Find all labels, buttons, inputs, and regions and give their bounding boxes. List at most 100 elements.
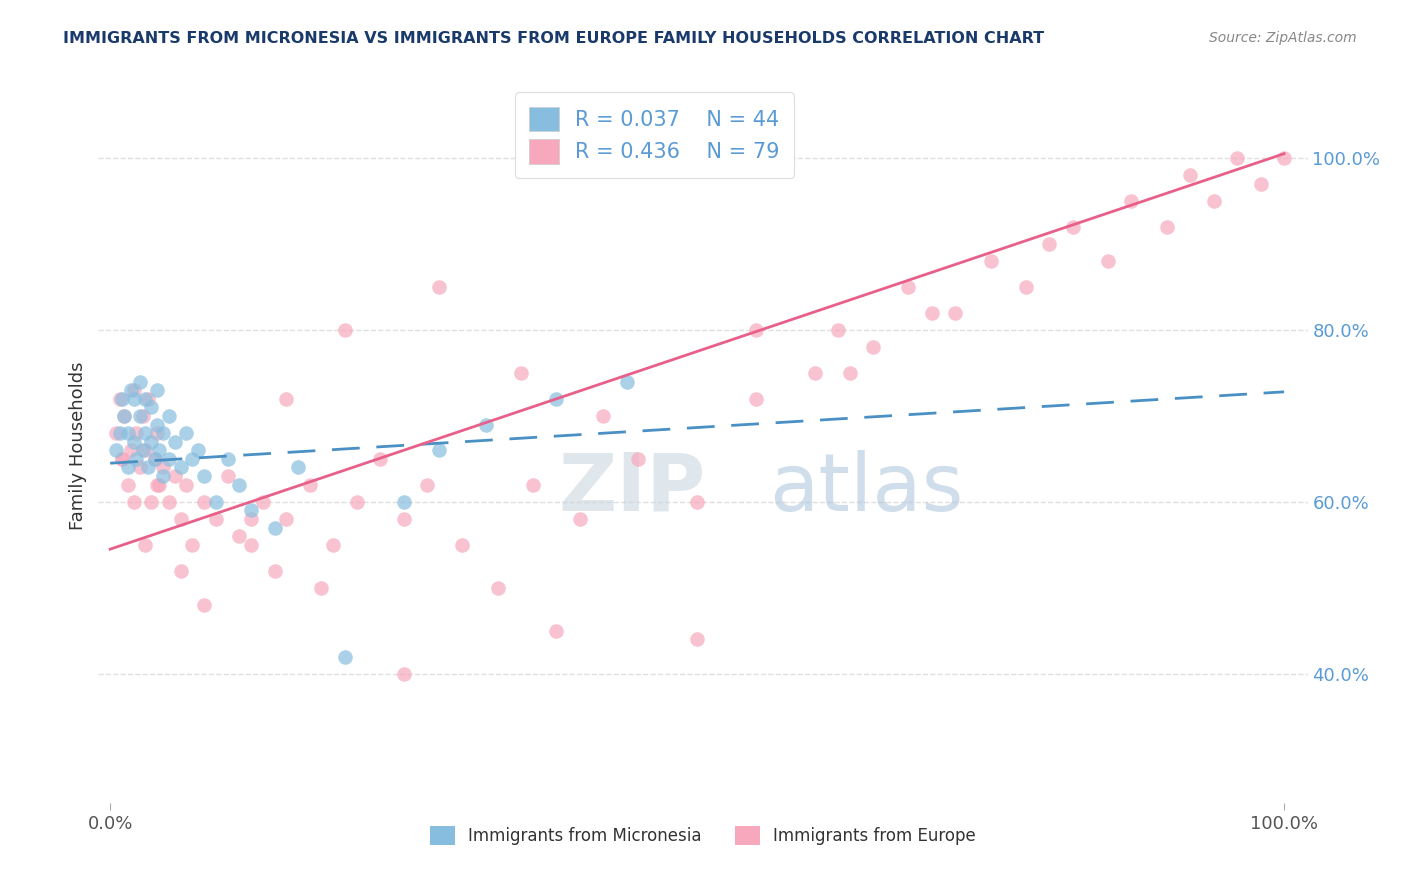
Point: [392, 495, 415, 509]
Legend: Immigrants from Micronesia, Immigrants from Europe: Immigrants from Micronesia, Immigrants f…: [416, 813, 990, 859]
Point: [169, 460, 191, 475]
Point: [1180, 168, 1202, 182]
Point: [546, 392, 568, 406]
Point: [169, 564, 191, 578]
Point: [146, 426, 169, 441]
Point: [128, 409, 150, 423]
Point: [522, 477, 544, 491]
Point: [392, 512, 415, 526]
Point: [311, 581, 333, 595]
Point: [108, 392, 131, 406]
Point: [146, 417, 169, 432]
Point: [120, 383, 142, 397]
Point: [176, 477, 198, 491]
Point: [105, 443, 128, 458]
Point: [141, 434, 163, 449]
Point: [1202, 194, 1225, 208]
Point: [392, 666, 415, 681]
Point: [276, 392, 298, 406]
Point: [263, 521, 285, 535]
Point: [136, 460, 159, 475]
Point: [125, 451, 148, 466]
Point: [686, 495, 709, 509]
Point: [111, 451, 134, 466]
Point: [148, 477, 170, 491]
Point: [111, 392, 134, 406]
Point: [143, 451, 166, 466]
Point: [1250, 177, 1272, 191]
Point: [862, 340, 884, 354]
Point: [1226, 151, 1249, 165]
Point: [592, 409, 614, 423]
Point: [298, 477, 321, 491]
Point: [152, 426, 174, 441]
Point: [546, 624, 568, 638]
Point: [108, 426, 131, 441]
Point: [176, 426, 198, 441]
Point: [122, 495, 145, 509]
Point: [193, 469, 215, 483]
Point: [141, 401, 163, 415]
Point: [333, 323, 356, 337]
Point: [228, 477, 250, 491]
Point: [134, 538, 156, 552]
Point: [486, 581, 509, 595]
Point: [1156, 219, 1178, 234]
Point: [112, 409, 135, 423]
Point: [240, 503, 263, 517]
Point: [122, 383, 145, 397]
Point: [475, 417, 498, 432]
Point: [1038, 236, 1060, 251]
Point: [117, 477, 139, 491]
Point: [1015, 280, 1038, 294]
Point: [240, 538, 263, 552]
Point: [416, 477, 439, 491]
Point: [803, 366, 825, 380]
Point: [193, 598, 215, 612]
Point: [427, 443, 450, 458]
Point: [333, 649, 356, 664]
Point: [122, 392, 145, 406]
Point: [132, 443, 155, 458]
Point: [157, 495, 180, 509]
Y-axis label: Family Households: Family Households: [69, 362, 87, 530]
Point: [128, 460, 150, 475]
Point: [346, 495, 368, 509]
Point: [122, 434, 145, 449]
Point: [568, 512, 591, 526]
Point: [204, 512, 226, 526]
Point: [117, 460, 139, 475]
Point: [945, 306, 967, 320]
Point: [276, 512, 298, 526]
Point: [1272, 151, 1295, 165]
Point: [427, 280, 450, 294]
Point: [627, 451, 650, 466]
Point: [1062, 219, 1084, 234]
Point: [146, 383, 169, 397]
Point: [146, 477, 169, 491]
Point: [128, 375, 150, 389]
Point: [451, 538, 474, 552]
Point: [686, 632, 709, 647]
Point: [157, 451, 180, 466]
Point: [838, 366, 860, 380]
Point: [157, 409, 180, 423]
Text: Source: ZipAtlas.com: Source: ZipAtlas.com: [1209, 31, 1357, 45]
Point: [287, 460, 309, 475]
Text: ZIP: ZIP: [558, 450, 706, 528]
Point: [169, 512, 191, 526]
Point: [181, 538, 204, 552]
Point: [217, 469, 239, 483]
Point: [193, 495, 215, 509]
Point: [141, 495, 163, 509]
Point: [921, 306, 943, 320]
Point: [1121, 194, 1143, 208]
Point: [510, 366, 533, 380]
Point: [897, 280, 920, 294]
Point: [117, 426, 139, 441]
Point: [120, 443, 142, 458]
Point: [240, 512, 263, 526]
Point: [134, 443, 156, 458]
Point: [111, 451, 134, 466]
Point: [163, 434, 186, 449]
